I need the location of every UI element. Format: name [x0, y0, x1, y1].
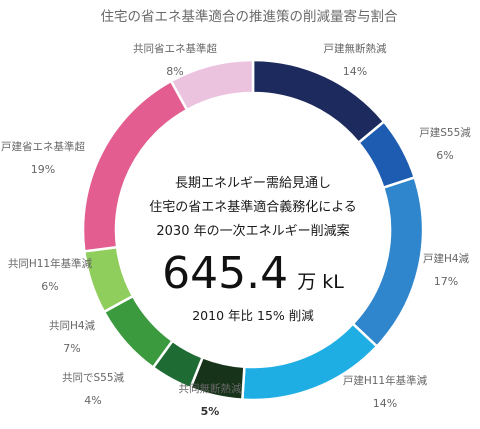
center-total-unit: 万 kL — [297, 271, 344, 293]
center-total-value: 645.4 — [162, 248, 288, 299]
slice-labels: 戸建無断熱減 14% 戸建S55減 6% 戸建H4減 17% 戸建H11年基準減 14% 共同無… — [1, 42, 471, 418]
slice-name-5: 共同無断熱減 — [179, 382, 242, 395]
slice-name-7: 共同H4減 — [49, 319, 96, 332]
slice-name-2: 戸建S55減 — [419, 126, 471, 139]
slice-name-1: 戸建無断熱減 — [324, 42, 387, 55]
center-line-3: 2030 年の一次エネルギー削減案 — [156, 223, 349, 239]
slice-name-10: 共同省エネ基準超 — [133, 42, 217, 55]
slice-value-5: 5% — [201, 405, 220, 418]
slice-10 — [169, 58, 255, 112]
slice-name-8: 共同H11年基準減 — [8, 257, 93, 270]
chart-title: 住宅の省エネ基準適合の推進策の削減量寄与割合 — [101, 8, 398, 25]
center-line-2: 住宅の省エネ基準適合義務化による — [149, 199, 357, 215]
donut-slices — [81, 58, 425, 402]
slice-value-4: 14% — [373, 397, 397, 410]
center-total: 645.4 万 kL — [162, 248, 344, 299]
slice-value-3: 17% — [434, 275, 458, 288]
center-line-4: 2010 年比 15% 削減 — [192, 308, 314, 323]
slice-value-10: 8% — [166, 65, 183, 78]
slice-name-4: 戸建H11年基準減 — [343, 374, 428, 387]
slice-4 — [240, 322, 379, 402]
slice-value-6: 4% — [84, 394, 101, 407]
slice-3 — [351, 175, 425, 349]
slice-value-1: 14% — [343, 65, 367, 78]
center-line-1: 長期エネルギー需給見通し — [175, 176, 331, 191]
slice-name-9: 戸建省エネ基準超 — [1, 140, 85, 153]
slice-value-8: 6% — [41, 280, 58, 293]
slice-name-3: 戸建H4減 — [423, 252, 470, 265]
slice-value-9: 19% — [31, 163, 55, 176]
slice-value-2: 6% — [436, 149, 453, 162]
slice-value-7: 7% — [63, 342, 80, 355]
slice-name-6: 共同でS55減 — [62, 371, 125, 384]
